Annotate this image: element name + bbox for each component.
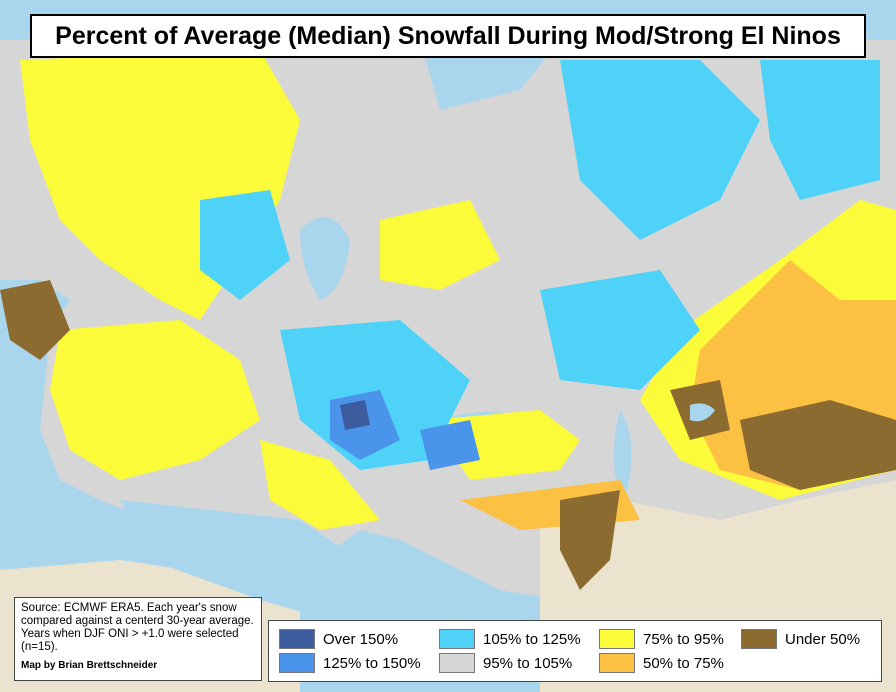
legend-item: Over 150% <box>279 629 398 649</box>
sea <box>300 217 350 300</box>
snow-105-125 <box>760 60 880 200</box>
snow-75-95 <box>50 320 260 480</box>
source-note: Source: ECMWF ERA5. Each year's snow com… <box>21 602 254 653</box>
legend-item: 50% to 75% <box>599 653 724 673</box>
legend-label: Over 150% <box>323 630 399 648</box>
legend-swatch <box>741 629 777 649</box>
source-box: Source: ECMWF ERA5. Each year's snow com… <box>14 597 262 681</box>
legend-label: 105% to 125% <box>483 630 581 648</box>
legend-item: 105% to 125% <box>439 629 581 649</box>
credit: Map by Brian Brettschneider <box>21 660 158 671</box>
legend-label: 125% to 150% <box>323 654 421 672</box>
snow-over-150 <box>340 400 370 430</box>
snow-105-125 <box>540 270 700 390</box>
legend-label: 75% to 95% <box>643 630 724 648</box>
snow-under-50 <box>0 280 70 360</box>
sea <box>120 500 540 640</box>
legend-swatch <box>599 629 635 649</box>
legend-item: 95% to 105% <box>439 653 572 673</box>
snow-125-150 <box>420 420 480 470</box>
legend: Over 150% 125% to 150% 105% to 125% 95% to … <box>268 620 882 682</box>
legend-swatch <box>439 629 475 649</box>
snow-under-50 <box>560 490 620 590</box>
legend-swatch <box>439 653 475 673</box>
map-title: Percent of Average (Median) Snowfall Dur… <box>30 14 866 58</box>
sea <box>613 410 632 500</box>
snow-75-95 <box>380 200 500 290</box>
snow-75-95 <box>260 440 380 530</box>
legend-swatch <box>279 629 315 649</box>
legend-label: 95% to 105% <box>483 654 573 672</box>
legend-item: 75% to 95% <box>599 629 724 649</box>
snow-105-125 <box>200 190 290 300</box>
legend-item: 125% to 150% <box>279 653 421 673</box>
legend-swatch <box>279 653 315 673</box>
lake <box>690 403 715 422</box>
legend-label: 50% to 75% <box>643 654 724 672</box>
snow-under-50 <box>740 400 896 490</box>
snow-105-125 <box>560 60 760 240</box>
legend-label: Under 50% <box>785 630 861 648</box>
legend-swatch <box>599 653 635 673</box>
legend-item: Under 50% <box>741 629 860 649</box>
